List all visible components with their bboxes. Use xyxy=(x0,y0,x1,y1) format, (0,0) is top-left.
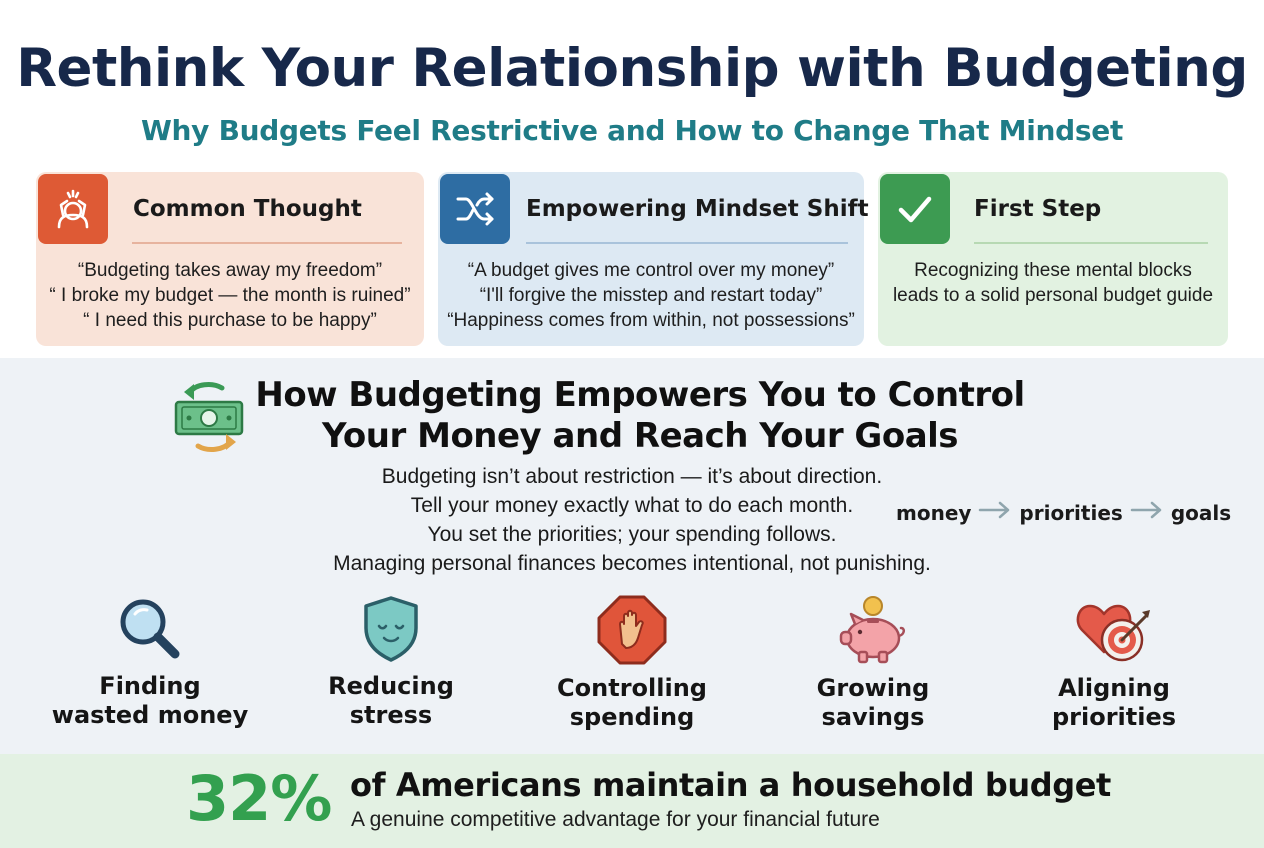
card-divider xyxy=(974,242,1208,244)
card-quotes: “Budgeting takes away my freedom” “ I br… xyxy=(36,258,424,333)
benefit-label: Aligning xyxy=(1058,674,1170,702)
card-text: Recognizing these mental blocks leads to… xyxy=(878,258,1228,308)
section-line: Managing personal finances becomes inten… xyxy=(333,552,931,575)
arrow-right-icon xyxy=(977,500,1013,525)
card-line: “ I broke my budget — the month is ruine… xyxy=(49,285,411,306)
benefit-label: Reducing xyxy=(328,672,454,700)
stat-banner xyxy=(0,754,1264,848)
benefit-label: Controlling xyxy=(557,674,707,702)
benefit-growing-savings: Growing savings xyxy=(753,594,993,732)
card-line: Recognizing these mental blocks xyxy=(914,260,1192,281)
card-line: “Happiness comes from within, not posses… xyxy=(447,310,855,331)
benefit-label: spending xyxy=(569,703,695,731)
section-line: You set the priorities; your spending fo… xyxy=(427,523,837,546)
card-title: Empowering Mindset Shift xyxy=(526,196,869,222)
calm-shield-icon xyxy=(364,596,418,662)
benefit-label: wasted money xyxy=(51,701,249,729)
benefit-label: Growing xyxy=(816,674,930,702)
common-thought-card: Common Thought “Budgeting takes away my … xyxy=(36,172,424,346)
card-quotes: “A budget gives me control over my money… xyxy=(438,258,864,333)
heart-target-icon xyxy=(1076,604,1150,662)
mindset-shift-card: Empowering Mindset Shift “A budget gives… xyxy=(438,172,869,346)
shuffle-arrows-icon xyxy=(440,174,510,244)
benefit-label: savings xyxy=(821,703,925,731)
card-divider xyxy=(526,242,848,244)
flow-step-goals: goals xyxy=(1170,500,1232,525)
magnifying-glass-icon xyxy=(120,599,180,659)
section-title: How Budgeting Empowers You to Control Yo… xyxy=(230,375,1050,457)
section-title-line: Your Money and Reach Your Goals xyxy=(321,416,959,456)
card-line: “Budgeting takes away my freedom” xyxy=(77,260,383,281)
money-flow: money priorities goals xyxy=(896,500,1231,525)
stat-subtext: A genuine competitive advantage for your… xyxy=(351,808,880,831)
section-title-line: How Budgeting Empowers You to Control xyxy=(255,375,1025,415)
stop-hand-icon xyxy=(597,595,667,665)
card-line: “A budget gives me control over my money… xyxy=(467,260,835,281)
flow-step-money: money xyxy=(896,500,972,525)
card-divider xyxy=(132,242,402,244)
benefit-controlling-spending: Controlling spending xyxy=(512,594,752,732)
first-step-card: First Step Recognizing these mental bloc… xyxy=(878,172,1228,346)
arrow-right-icon xyxy=(1129,500,1165,525)
benefit-aligning-priorities: Aligning priorities xyxy=(994,594,1234,732)
card-title: First Step xyxy=(974,196,1102,222)
benefit-finding-wasted-money: Finding wasted money xyxy=(30,594,270,730)
card-line: “ I need this purchase to be happy” xyxy=(83,310,377,331)
section-body: Budgeting isn’t about restriction — it’s… xyxy=(250,462,1014,578)
page-title: Rethink Your Relationship with Budgeting xyxy=(16,38,1248,99)
stat-value: 32% xyxy=(186,762,332,835)
benefit-label: stress xyxy=(349,701,433,729)
section-line: Tell your money exactly what to do each … xyxy=(410,494,854,517)
piggy-bank-icon xyxy=(839,596,905,664)
benefit-label: priorities xyxy=(1051,703,1177,731)
money-cycle-icon xyxy=(172,376,248,456)
flow-step-priorities: priorities xyxy=(1019,500,1123,525)
benefit-reducing-stress: Reducing stress xyxy=(271,594,511,730)
card-line: “I'll forgive the misstep and restart to… xyxy=(479,285,823,306)
stat-text: of Americans maintain a household budget xyxy=(350,766,1111,804)
checkmark-icon xyxy=(880,174,950,244)
benefit-label: Finding xyxy=(99,672,201,700)
stressed-person-icon xyxy=(38,174,108,244)
section-line: Budgeting isn’t about restriction — it’s… xyxy=(381,465,883,488)
card-title: Common Thought xyxy=(133,196,362,222)
page-subtitle: Why Budgets Feel Restrictive and How to … xyxy=(140,114,1124,147)
card-line: leads to a solid personal budget guide xyxy=(892,285,1214,306)
